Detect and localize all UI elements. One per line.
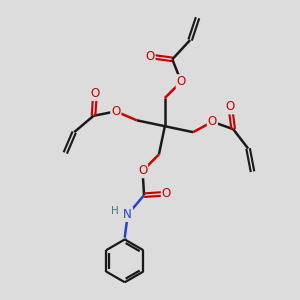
Text: O: O xyxy=(177,75,186,88)
Text: O: O xyxy=(208,115,217,128)
Text: O: O xyxy=(146,50,154,63)
Text: H: H xyxy=(111,206,119,216)
Text: O: O xyxy=(226,100,235,113)
Text: N: N xyxy=(123,208,132,221)
Text: O: O xyxy=(90,87,100,100)
Text: O: O xyxy=(138,164,147,177)
Text: O: O xyxy=(111,105,120,118)
Text: O: O xyxy=(162,187,171,200)
